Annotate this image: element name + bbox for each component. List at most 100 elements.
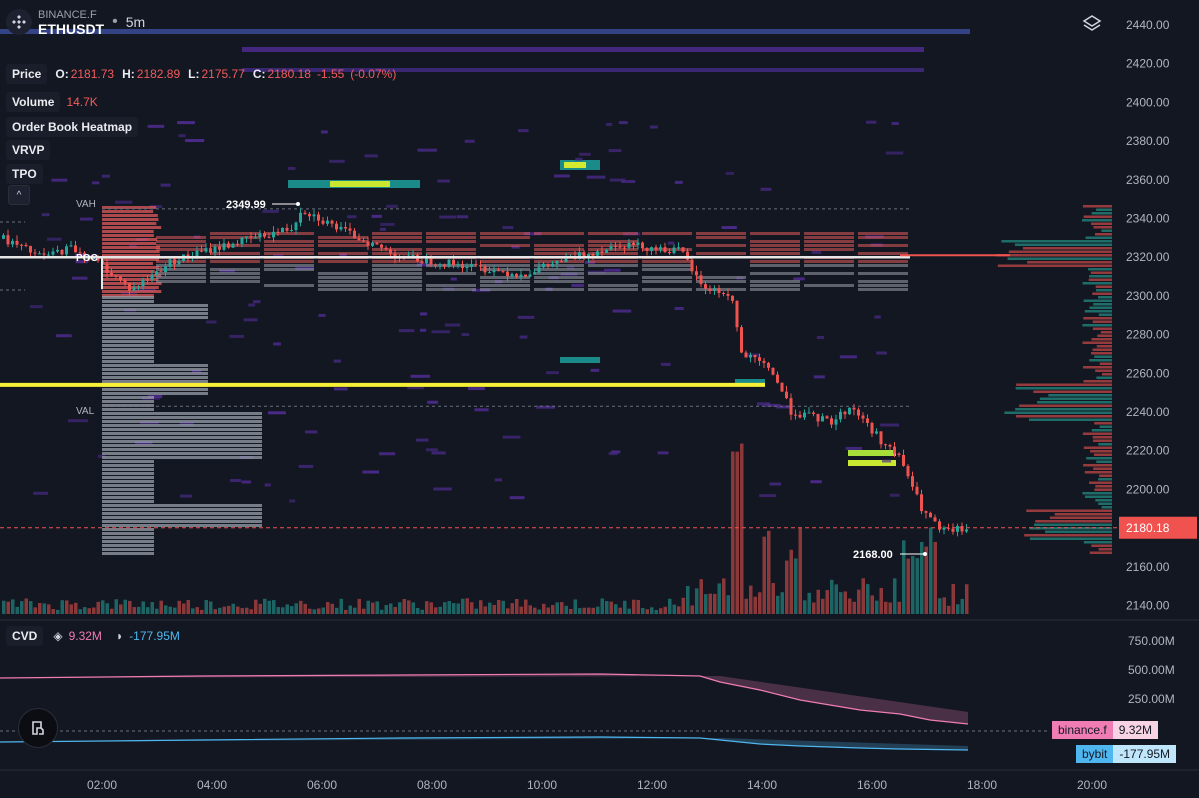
candle-body	[834, 419, 838, 425]
heatmap-cell	[267, 411, 286, 415]
right-profile-row	[1082, 282, 1112, 285]
tpo-row	[210, 236, 260, 239]
cvd-legend-label[interactable]: CVD	[6, 626, 44, 646]
candle-body	[105, 263, 109, 273]
symbol-header[interactable]: BINANCE.F ETHUSDT • 5m	[6, 8, 145, 36]
profile-row	[102, 468, 154, 471]
heatmap-cell	[674, 306, 684, 310]
volume-bar	[74, 602, 78, 614]
candle-body	[222, 243, 226, 250]
candle-body	[285, 227, 289, 231]
tpo-row	[210, 280, 260, 283]
tpo-row	[156, 244, 206, 247]
volume-legend: Volume 14.7K	[6, 92, 98, 112]
timeframe-button[interactable]: 5m	[125, 14, 146, 30]
candle-body	[807, 412, 811, 414]
tpo-legend-label[interactable]: TPO	[6, 164, 43, 184]
tpo-row	[696, 232, 746, 235]
volume-bar	[452, 603, 456, 614]
candle-body	[762, 360, 766, 363]
volume-bar	[254, 599, 258, 614]
profile-row	[102, 206, 157, 209]
right-profile-row	[1088, 278, 1112, 281]
heatmap-cell	[333, 387, 348, 391]
layers-icon[interactable]	[1082, 14, 1102, 39]
heatmap-band	[242, 47, 924, 52]
tpo-row	[588, 288, 638, 291]
heatmap-cell	[431, 451, 446, 455]
volume-bar	[749, 585, 753, 614]
tpo-row	[642, 248, 692, 251]
right-profile-row	[1083, 317, 1112, 320]
volume-bar	[105, 603, 109, 614]
volume-bar	[645, 609, 649, 614]
volume-bar	[834, 584, 838, 614]
heatmap-cell	[230, 479, 242, 483]
profile-row	[102, 278, 159, 281]
volume-bar	[438, 606, 442, 614]
collapse-legend-button[interactable]: ^	[8, 185, 30, 205]
tpo-row	[264, 268, 314, 271]
candle-body	[672, 247, 676, 254]
app-logo-icon[interactable]	[18, 708, 58, 748]
right-profile-row	[1096, 345, 1112, 348]
candle-body	[938, 521, 941, 530]
candle-body	[281, 227, 284, 233]
vrvp-legend-label[interactable]: VRVP	[6, 140, 51, 160]
tpo-row	[156, 260, 206, 263]
heatmap-cell	[776, 405, 791, 409]
volume-bar	[920, 541, 924, 614]
heatmap-cell	[437, 179, 450, 183]
candle-body	[906, 465, 910, 477]
tpo-row	[372, 264, 422, 267]
bybit-small-icon: ◗	[115, 629, 124, 643]
tpo-row	[480, 244, 530, 247]
heatmap-cell	[241, 480, 251, 484]
heatmap-legend-label[interactable]: Order Book Heatmap	[6, 117, 139, 137]
candle-body	[533, 272, 536, 275]
right-profile-row	[1089, 275, 1112, 278]
price-tick-label: 2240.00	[1126, 405, 1170, 419]
tpo-row	[480, 236, 530, 239]
heatmap-cell	[206, 320, 217, 324]
candle-body	[231, 243, 235, 248]
volume-bar	[938, 598, 942, 614]
tpo-row	[750, 284, 800, 287]
tpo-row	[534, 260, 584, 263]
volume-bar	[861, 578, 865, 614]
heatmap-cell	[229, 334, 245, 338]
candle-body	[686, 251, 689, 260]
volume-legend-label[interactable]: Volume	[6, 92, 61, 112]
price-tick-label: 2340.00	[1126, 212, 1170, 226]
volume-value: 14.7K	[66, 95, 98, 109]
heatmap-cell	[55, 334, 72, 338]
last-price-label: 2180.18	[1126, 521, 1170, 535]
right-profile-row	[1093, 439, 1112, 442]
heatmap-cell	[554, 174, 570, 178]
volume-bar	[150, 602, 154, 614]
volume-bar	[20, 601, 24, 614]
volume-bar	[911, 556, 915, 614]
volume-bar	[929, 527, 933, 614]
candle-body	[411, 255, 415, 257]
heatmap-cell	[839, 355, 857, 359]
volume-bar	[573, 599, 577, 614]
right-profile-row	[1029, 537, 1112, 540]
tpo-row	[426, 252, 476, 255]
volume-bar	[501, 600, 505, 614]
right-profile-row	[1092, 436, 1112, 439]
price-tick-label: 2360.00	[1126, 173, 1170, 187]
volume-bar	[780, 592, 784, 614]
right-profile-row	[1037, 401, 1112, 404]
tpo-row	[534, 280, 584, 283]
heatmap-band	[560, 357, 600, 363]
volume-bar	[245, 607, 249, 614]
heatmap-cell	[191, 369, 202, 373]
profile-row	[102, 552, 154, 555]
heatmap-legend: Order Book Heatmap	[6, 117, 139, 137]
price-legend-label[interactable]: Price	[6, 64, 48, 84]
tpo-row	[804, 248, 854, 251]
profile-row	[102, 290, 162, 293]
profile-row	[102, 324, 154, 327]
